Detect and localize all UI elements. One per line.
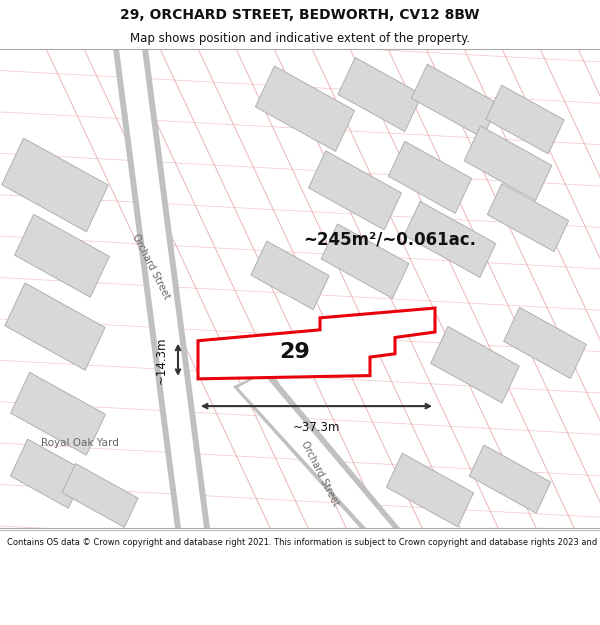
Polygon shape — [308, 151, 401, 230]
Polygon shape — [412, 64, 499, 138]
Polygon shape — [486, 85, 564, 154]
Polygon shape — [2, 138, 108, 232]
Polygon shape — [238, 373, 393, 528]
Polygon shape — [14, 214, 109, 297]
Text: ~37.3m: ~37.3m — [293, 421, 340, 434]
Text: Royal Oak Yard: Royal Oak Yard — [41, 438, 119, 448]
Polygon shape — [431, 326, 519, 403]
Polygon shape — [113, 49, 210, 528]
Polygon shape — [469, 445, 551, 513]
Text: Orchard Street: Orchard Street — [299, 439, 341, 508]
Text: Contains OS data © Crown copyright and database right 2021. This information is : Contains OS data © Crown copyright and d… — [7, 538, 600, 547]
Polygon shape — [11, 372, 106, 455]
Polygon shape — [487, 184, 569, 252]
Text: ~14.3m: ~14.3m — [155, 336, 168, 384]
Polygon shape — [338, 58, 422, 131]
Text: 29: 29 — [280, 342, 310, 362]
Polygon shape — [386, 453, 473, 527]
Text: ~245m²/~0.061ac.: ~245m²/~0.061ac. — [304, 231, 476, 248]
Polygon shape — [256, 66, 355, 151]
Polygon shape — [404, 201, 496, 278]
Polygon shape — [388, 141, 472, 213]
Polygon shape — [233, 370, 400, 528]
Polygon shape — [198, 308, 435, 379]
Text: Map shows position and indicative extent of the property.: Map shows position and indicative extent… — [130, 31, 470, 44]
Text: Orchard Street: Orchard Street — [130, 232, 172, 301]
Polygon shape — [464, 126, 552, 201]
Text: 29, ORCHARD STREET, BEDWORTH, CV12 8BW: 29, ORCHARD STREET, BEDWORTH, CV12 8BW — [120, 8, 480, 22]
Polygon shape — [62, 464, 138, 528]
Polygon shape — [321, 224, 409, 299]
Polygon shape — [5, 283, 105, 370]
Polygon shape — [503, 308, 586, 379]
Polygon shape — [251, 241, 329, 309]
Polygon shape — [10, 439, 86, 508]
Polygon shape — [119, 49, 204, 528]
